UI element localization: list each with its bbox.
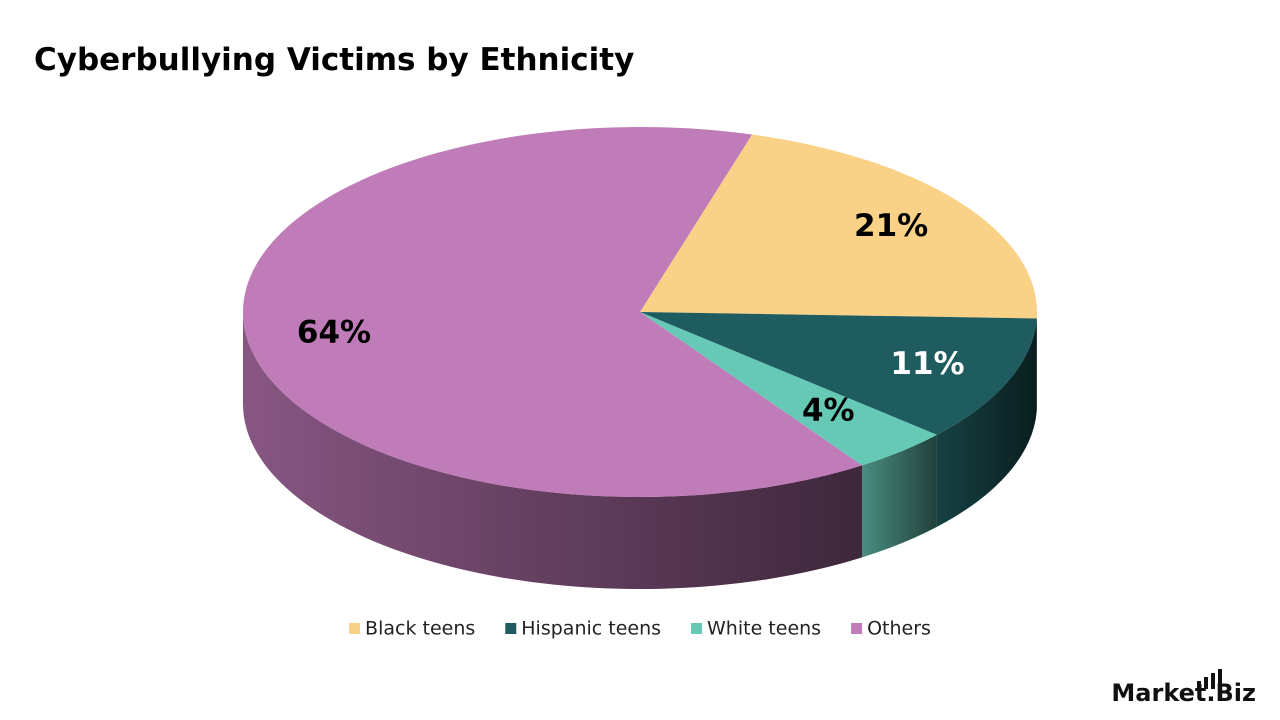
legend: Black teens Hispanic teens White teens Othe… bbox=[349, 618, 931, 640]
value-label: 4% bbox=[802, 393, 855, 429]
legend-swatch bbox=[505, 623, 517, 634]
legend-item: Hispanic teens bbox=[505, 618, 661, 640]
legend-swatch bbox=[349, 623, 361, 634]
slice bbox=[640, 312, 1037, 435]
value-label: 21% bbox=[854, 208, 928, 244]
slice bbox=[640, 312, 937, 466]
legend-label: Black teens bbox=[365, 618, 475, 640]
slice-side-shade bbox=[936, 318, 1037, 527]
slice bbox=[243, 126, 862, 498]
slice-side-shade bbox=[861, 434, 937, 558]
legend-item: Black teens bbox=[349, 618, 475, 640]
slice-side-shade bbox=[242, 312, 862, 589]
legend-item: White teens bbox=[691, 618, 821, 640]
logo: Market.Biz bbox=[1111, 679, 1256, 707]
value-label: 64% bbox=[297, 315, 371, 351]
logo-bars bbox=[1197, 669, 1222, 689]
legend-label: Hispanic teens bbox=[521, 618, 661, 640]
legend-swatch bbox=[691, 623, 703, 634]
value-label: 11% bbox=[890, 346, 964, 382]
legend-item: Others bbox=[851, 618, 931, 640]
legend-label: White teens bbox=[707, 618, 821, 640]
pie: 21% 11% 4% 64% bbox=[242, 126, 1037, 589]
legend-swatch bbox=[851, 623, 863, 634]
chart-title: Cyberbullying Victims by Ethnicity bbox=[34, 42, 634, 78]
slice bbox=[640, 134, 1037, 319]
legend-label: Others bbox=[867, 618, 931, 640]
